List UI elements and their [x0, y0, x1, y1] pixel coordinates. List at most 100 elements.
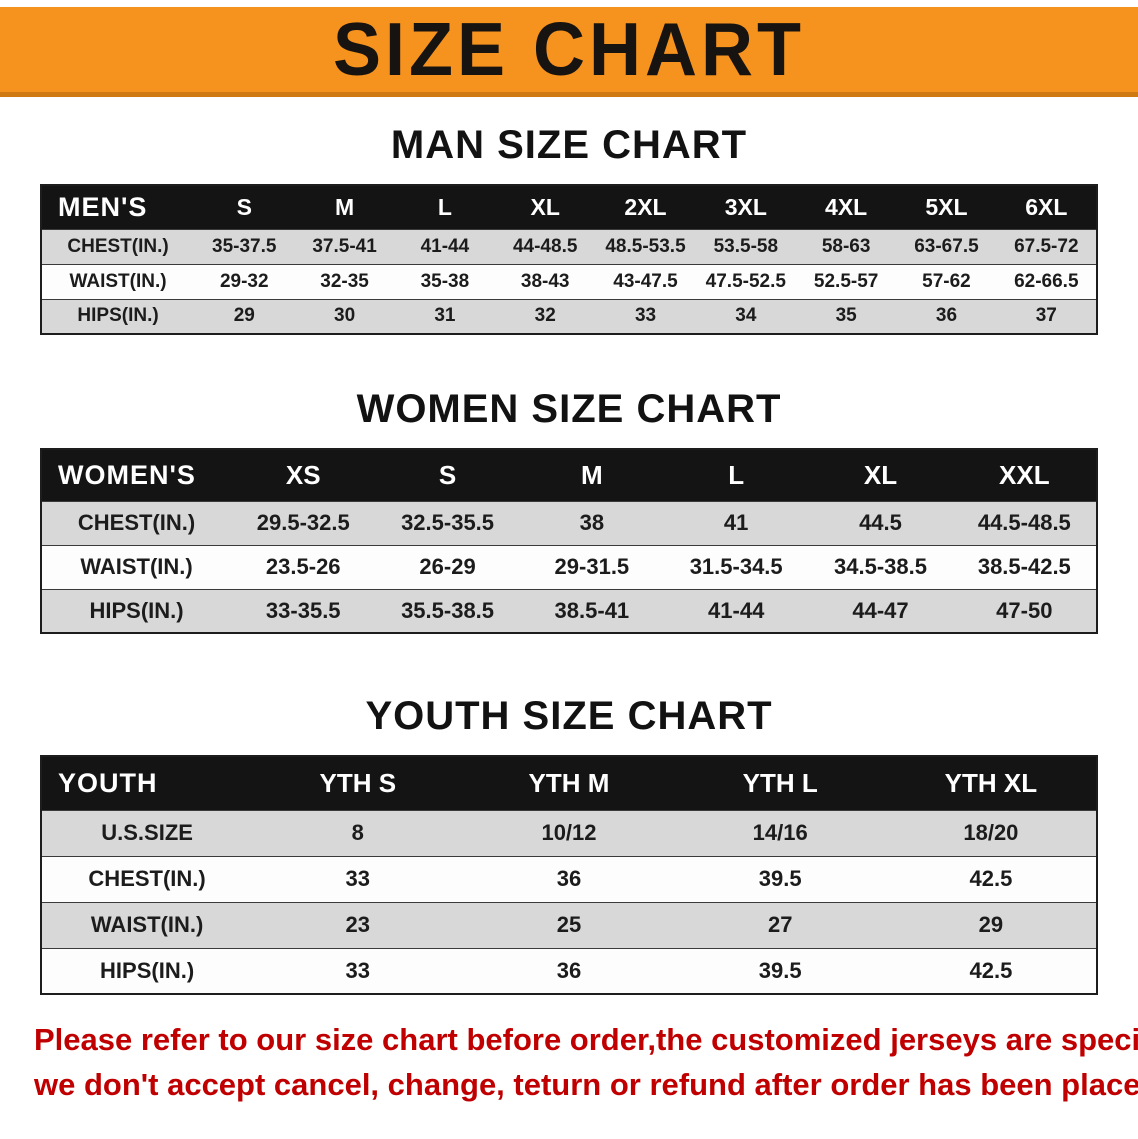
- measure-value: 29: [885, 901, 1097, 948]
- size-column-header: XL: [495, 185, 596, 229]
- measure-label: CHEST(IN.): [41, 855, 253, 902]
- size-chart-content: MAN SIZE CHART MEN'S S M L XL 2XL 3XL 4XL 5XL 6XL…: [0, 123, 1138, 1107]
- size-table-row: HIPS(IN.) 29 30 31 32 33 34 35 36 37: [41, 298, 1097, 334]
- measure-value: 29.5-32.5: [231, 500, 376, 545]
- size-column-header: 2XL: [595, 185, 696, 229]
- measure-value: 41-44: [664, 588, 809, 633]
- disclaimer-line-2: we don't accept cancel, change, teturn o…: [34, 1067, 1138, 1102]
- women-size-table: WOMEN'S XS S M L XL XXL CHEST(IN.) 29.5-32.5 32.5…: [40, 448, 1098, 634]
- size-table-row: WAIST(IN.) 23 25 27 29: [41, 901, 1097, 948]
- size-table-row: WAIST(IN.) 29-32 32-35 35-38 38-43 43-47.5 47.…: [41, 263, 1097, 299]
- measure-value: 44.5: [808, 500, 953, 545]
- measure-label: WAIST(IN.): [41, 901, 253, 948]
- size-table-row: CHEST(IN.) 35-37.5 37.5-41 41-44 44-48.5 48.5…: [41, 228, 1097, 264]
- measure-value: 10/12: [463, 809, 675, 856]
- table-corner-label: YOUTH: [41, 756, 253, 810]
- measure-value: 62-66.5: [996, 263, 1097, 299]
- banner-title: SIZE CHART: [333, 7, 805, 92]
- measure-value: 41: [664, 500, 809, 545]
- measure-value: 36: [463, 855, 675, 902]
- measure-value: 36: [463, 947, 675, 994]
- size-column-header: XL: [808, 449, 953, 501]
- size-table-row: HIPS(IN.) 33-35.5 35.5-38.5 38.5-41 41-44 44-…: [41, 588, 1097, 633]
- measure-value: 36: [896, 298, 997, 334]
- size-column-header: YTH XL: [885, 756, 1097, 810]
- measure-value: 44-48.5: [495, 228, 596, 264]
- measure-value: 58-63: [795, 228, 897, 264]
- measure-value: 31: [394, 298, 496, 334]
- measure-value: 35: [795, 298, 897, 334]
- section-youth: YOUTH SIZE CHART YOUTH YTH S YTH M YTH L YTH…: [0, 694, 1138, 995]
- measure-value: 33: [252, 947, 464, 994]
- measure-value: 37: [996, 298, 1097, 334]
- measure-value: 35.5-38.5: [375, 588, 520, 633]
- measure-label: CHEST(IN.): [41, 500, 232, 545]
- table-corner-label: MEN'S: [41, 185, 195, 229]
- measure-value: 14/16: [674, 809, 886, 856]
- measure-label: U.S.SIZE: [41, 809, 253, 856]
- size-column-header: YTH S: [252, 756, 464, 810]
- size-column-header: 6XL: [996, 185, 1097, 229]
- measure-value: 35-37.5: [194, 228, 295, 264]
- men-size-table: MEN'S S M L XL 2XL 3XL 4XL 5XL 6XL CHEST(IN.) 35-37…: [40, 184, 1098, 335]
- measure-label: HIPS(IN.): [41, 588, 232, 633]
- measure-value: 42.5: [885, 947, 1097, 994]
- measure-value: 44.5-48.5: [952, 500, 1097, 545]
- measure-value: 42.5: [885, 855, 1097, 902]
- section-women: WOMEN SIZE CHART WOMEN'S XS S M L XL XXL CHEST(…: [0, 387, 1138, 634]
- size-column-header: L: [664, 449, 809, 501]
- measure-value: 52.5-57: [795, 263, 897, 299]
- size-column-header: M: [519, 449, 665, 501]
- size-column-header: S: [375, 449, 520, 501]
- size-table-row: U.S.SIZE 8 10/12 14/16 18/20: [41, 809, 1097, 856]
- disclaimer-line-1: Please refer to our size chart before or…: [34, 1022, 1138, 1057]
- size-table-header-row: MEN'S S M L XL 2XL 3XL 4XL 5XL 6XL: [41, 185, 1097, 229]
- measure-value: 38-43: [495, 263, 596, 299]
- measure-value: 18/20: [885, 809, 1097, 856]
- section-men: MAN SIZE CHART MEN'S S M L XL 2XL 3XL 4XL 5XL 6XL…: [0, 123, 1138, 335]
- measure-value: 67.5-72: [996, 228, 1097, 264]
- measure-value: 23: [252, 901, 464, 948]
- size-column-header: XXL: [952, 449, 1097, 501]
- measure-value: 33: [252, 855, 464, 902]
- measure-value: 35-38: [394, 263, 496, 299]
- measure-value: 47-50: [952, 588, 1097, 633]
- women-section-heading: WOMEN SIZE CHART: [356, 387, 782, 431]
- measure-value: 44-47: [808, 588, 953, 633]
- measure-value: 23.5-26: [231, 544, 376, 589]
- measure-value: 32.5-35.5: [375, 500, 520, 545]
- size-column-header: YTH L: [674, 756, 886, 810]
- table-corner-label: WOMEN'S: [41, 449, 232, 501]
- measure-value: 33-35.5: [231, 588, 376, 633]
- youth-size-table: YOUTH YTH S YTH M YTH L YTH XL U.S.SIZE 8 10/12…: [40, 755, 1098, 995]
- measure-value: 53.5-58: [695, 228, 796, 264]
- measure-value: 31.5-34.5: [664, 544, 809, 589]
- measure-label: CHEST(IN.): [41, 228, 195, 264]
- measure-value: 39.5: [674, 947, 886, 994]
- measure-value: 30: [294, 298, 395, 334]
- measure-value: 41-44: [394, 228, 496, 264]
- size-column-header: L: [394, 185, 496, 229]
- measure-value: 32: [495, 298, 596, 334]
- measure-value: 39.5: [674, 855, 886, 902]
- measure-value: 38.5-42.5: [952, 544, 1097, 589]
- measure-value: 43-47.5: [595, 263, 696, 299]
- measure-value: 38.5-41: [519, 588, 665, 633]
- size-table-header-row: YOUTH YTH S YTH M YTH L YTH XL: [41, 756, 1097, 810]
- size-column-header: YTH M: [463, 756, 675, 810]
- size-column-header: XS: [231, 449, 376, 501]
- measure-label: HIPS(IN.): [41, 947, 253, 994]
- size-table-row: CHEST(IN.) 29.5-32.5 32.5-35.5 38 41 44.5 44.5…: [41, 500, 1097, 545]
- measure-value: 32-35: [294, 263, 395, 299]
- size-column-header: 3XL: [695, 185, 796, 229]
- size-table-header-row: WOMEN'S XS S M L XL XXL: [41, 449, 1097, 501]
- measure-label: WAIST(IN.): [41, 544, 232, 589]
- size-chart-banner: SIZE CHART: [0, 7, 1138, 97]
- measure-value: 47.5-52.5: [695, 263, 796, 299]
- measure-value: 27: [674, 901, 886, 948]
- size-table-row: WAIST(IN.) 23.5-26 26-29 29-31.5 31.5-34.5 34…: [41, 544, 1097, 589]
- youth-section-heading: YOUTH SIZE CHART: [365, 694, 773, 738]
- measure-value: 57-62: [896, 263, 997, 299]
- measure-value: 48.5-53.5: [595, 228, 696, 264]
- measure-value: 29: [194, 298, 295, 334]
